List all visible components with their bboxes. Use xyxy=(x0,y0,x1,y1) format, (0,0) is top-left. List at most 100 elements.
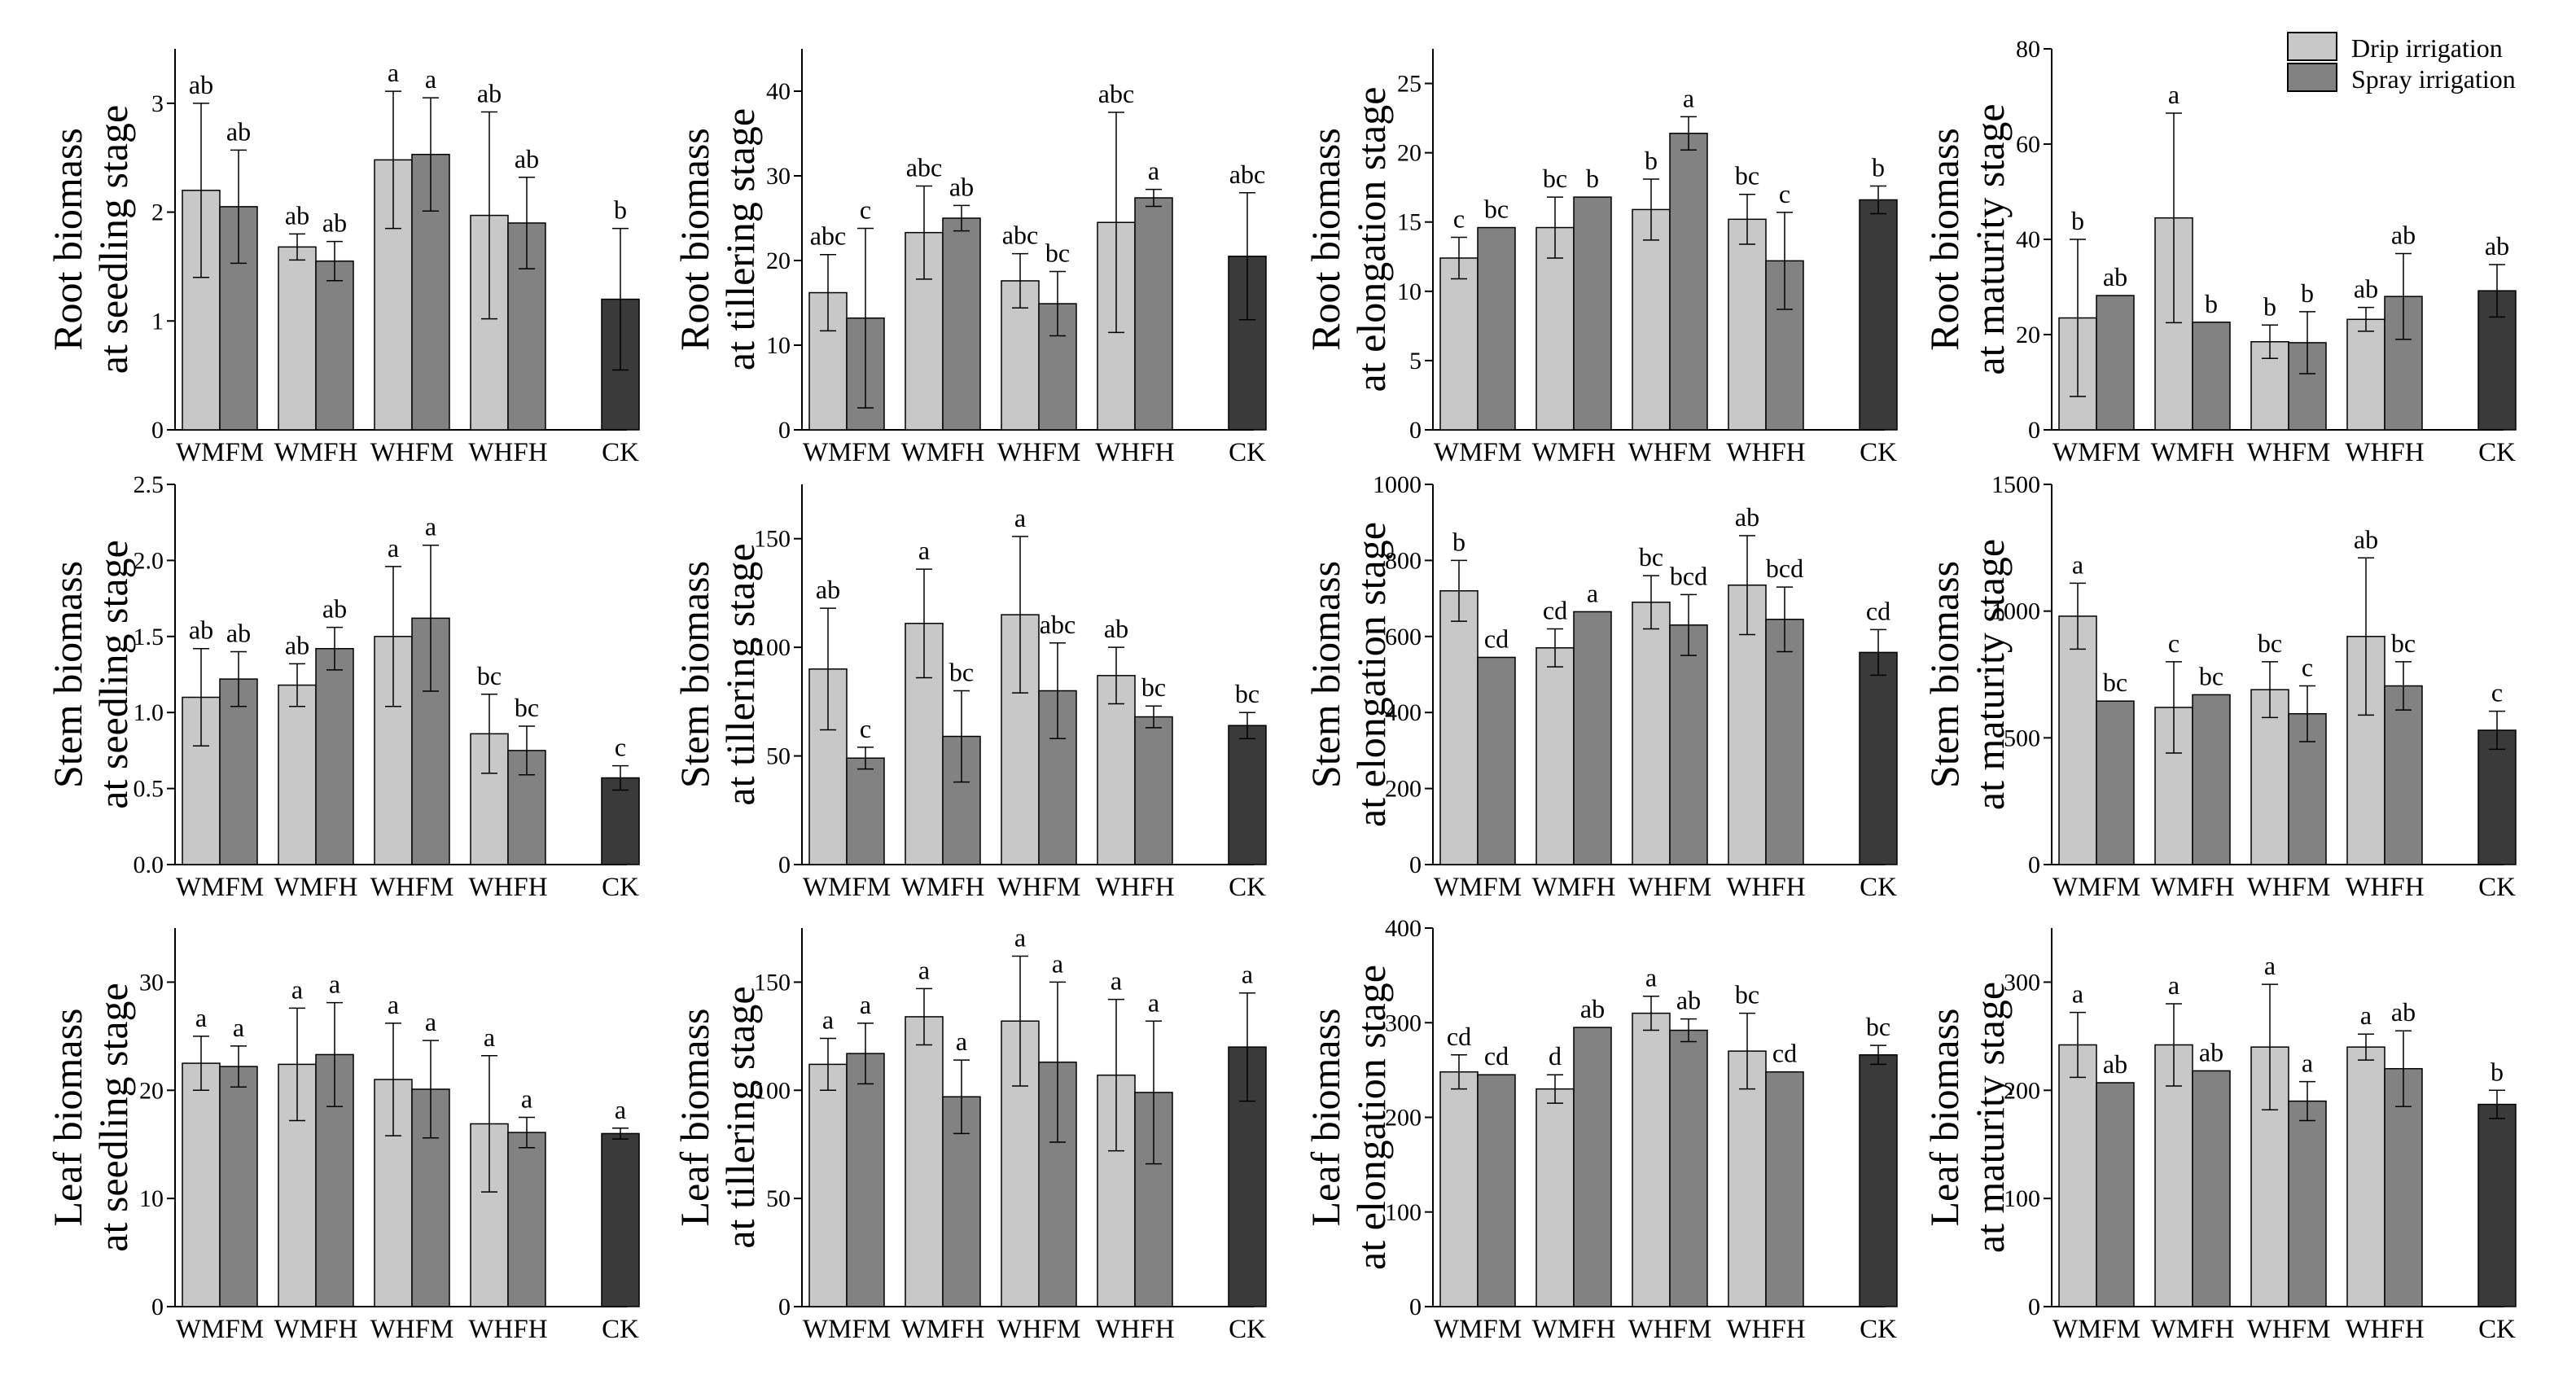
significance-letter: abc xyxy=(1229,160,1265,189)
bar-drip xyxy=(1439,257,1479,431)
bar-drip xyxy=(1439,590,1479,865)
bar-drip xyxy=(278,684,317,865)
bar-spray xyxy=(2096,700,2135,865)
significance-letter: a xyxy=(425,1007,436,1036)
bar-spray xyxy=(2384,1067,2423,1307)
significance-letter: abc xyxy=(1098,79,1134,108)
y-tick-label: 2.0 xyxy=(134,547,164,574)
bar-drip xyxy=(1632,208,1671,431)
y-tick-label: 1000 xyxy=(1373,471,1422,498)
significance-letter: ab xyxy=(1676,986,1701,1015)
significance-letter: ab xyxy=(2103,1049,2127,1079)
bar-spray xyxy=(1669,133,1708,431)
significance-letter: a xyxy=(615,1095,626,1124)
bar-spray xyxy=(1669,624,1708,865)
significance-letter: c xyxy=(860,714,871,743)
y-tick-label: 50 xyxy=(766,743,791,770)
x-category-label: CK xyxy=(602,873,639,902)
x-category-label: CK xyxy=(2478,438,2516,467)
significance-letter: bc xyxy=(2199,661,2223,690)
significance-letter: a xyxy=(1683,83,1694,112)
chart-panel-7: 0 200 400 600 800 1000 Stem biomassat elongati… xyxy=(1303,471,1898,902)
y-axis-label-line2: at seedling stage xyxy=(90,540,136,808)
significance-letter: bc xyxy=(477,661,502,690)
y-tick-label: 100 xyxy=(754,634,791,661)
y-axis-label-line1: Leaf biomass xyxy=(1921,1009,1967,1227)
bar-ck xyxy=(1859,651,1898,865)
significance-letter: cd xyxy=(1447,1022,1471,1051)
y-tick-label: 200 xyxy=(1385,1105,1422,1132)
y-tick-label: 60 xyxy=(2016,131,2040,158)
x-category-label: WHFH xyxy=(2345,873,2424,902)
y-tick-label: 0.0 xyxy=(134,852,164,878)
significance-letter: bc xyxy=(2103,668,2127,697)
significance-letter: a xyxy=(918,536,930,565)
bar-drip xyxy=(1632,602,1671,865)
legend-label-drip: Drip irrigation xyxy=(2351,33,2503,63)
significance-letter: cd xyxy=(1484,1041,1509,1071)
significance-letter: ab xyxy=(285,630,309,659)
x-category-label: CK xyxy=(1229,438,1266,467)
significance-letter: c xyxy=(1453,204,1465,233)
y-axis-label: Leaf biomassat maturity stage xyxy=(1921,982,2013,1253)
significance-letter: c xyxy=(1779,179,1790,208)
x-category-label: CK xyxy=(1860,1315,1897,1344)
chart-panel-5: 0.0 0.5 1.0 1.5 2.0 2.5 Stem biomassat seedlin… xyxy=(45,471,640,902)
x-category-label: WHFM xyxy=(370,873,454,902)
y-axis-label: Stem biomassat maturity stage xyxy=(1921,539,2013,810)
bar-spray xyxy=(1765,619,1804,865)
x-category-label: WHFM xyxy=(370,438,454,467)
y-tick-label: 0 xyxy=(1409,417,1422,444)
bar-spray xyxy=(2192,1070,2231,1307)
y-tick-label: 0 xyxy=(2028,852,2040,878)
y-tick-label: 0 xyxy=(151,1294,164,1320)
legend-swatch-spray xyxy=(2287,63,2337,92)
x-category-label: WHFM xyxy=(1628,1315,1712,1344)
bar-spray xyxy=(2288,1100,2327,1307)
x-category-label: WMFM xyxy=(1434,873,1522,902)
y-tick-label: 5 xyxy=(1409,348,1422,374)
x-category-label: WHFM xyxy=(2247,1315,2331,1344)
significance-letter: a xyxy=(2168,970,2180,1000)
y-tick-label: 400 xyxy=(1385,699,1422,726)
significance-letter: b xyxy=(1452,527,1465,556)
y-axis-label-line1: Root biomass xyxy=(672,128,717,351)
significance-letter: a xyxy=(1052,948,1063,978)
significance-letter: ab xyxy=(477,79,502,108)
bar-drip xyxy=(1728,1050,1767,1307)
x-category-label: WMFH xyxy=(1532,438,1616,467)
x-category-label: WMFH xyxy=(1532,1315,1616,1344)
bar-drip xyxy=(1632,1012,1671,1307)
significance-letter: a xyxy=(2264,951,2276,980)
y-tick-label: 3 xyxy=(151,90,164,117)
y-tick-label: 400 xyxy=(1385,915,1422,942)
y-axis-label-line1: Stem biomass xyxy=(672,561,717,788)
y-axis-label: Root biomassat seedling stage xyxy=(45,105,136,374)
y-axis-label-line2: at tillering stage xyxy=(717,108,763,370)
significance-letter: bc xyxy=(1735,161,1759,190)
y-tick-label: 800 xyxy=(1385,547,1422,574)
y-tick-label: 0 xyxy=(778,417,791,444)
y-tick-label: 20 xyxy=(766,247,791,274)
y-axis-label: Leaf biomassat tillering stage xyxy=(672,986,763,1248)
significance-letter: bc xyxy=(1543,164,1567,193)
y-axis-label-line2: at elongation stage xyxy=(1348,522,1394,827)
significance-letter: ab xyxy=(226,618,251,647)
y-tick-label: 300 xyxy=(1385,1009,1422,1036)
significance-letter: a xyxy=(2072,550,2083,579)
x-category-label: WMFH xyxy=(901,438,985,467)
significance-letter: b xyxy=(2205,289,2218,318)
x-category-label: WHFM xyxy=(997,438,1081,467)
significance-letter: ab xyxy=(189,70,213,99)
y-tick-label: 0 xyxy=(2028,417,2040,444)
bar-ck xyxy=(1859,1054,1898,1307)
significance-letter: a xyxy=(2168,80,2180,109)
bar-spray xyxy=(219,678,258,865)
y-axis-label: Leaf biomassat seedling stage xyxy=(45,983,136,1251)
x-category-label: WMFH xyxy=(2151,1315,2235,1344)
bar-spray xyxy=(2192,694,2231,865)
significance-letter: bc xyxy=(1735,980,1759,1009)
